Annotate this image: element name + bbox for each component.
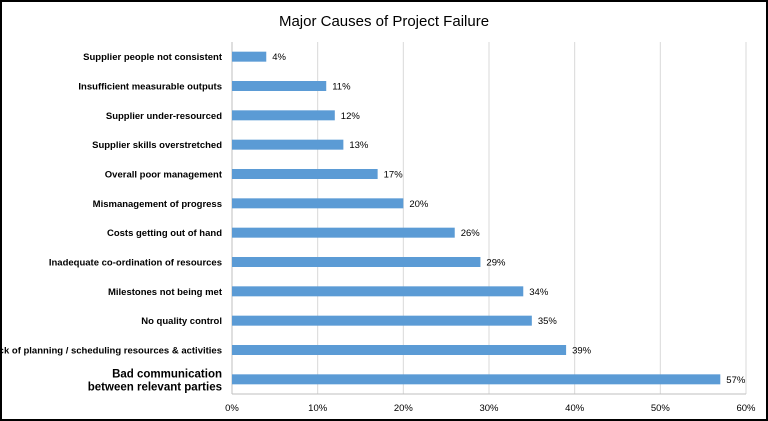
category-label: Milestones not being met xyxy=(108,287,223,298)
bar xyxy=(232,110,335,121)
chart-title: Major Causes of Project Failure xyxy=(279,13,489,30)
category-label: Supplier people not consistent xyxy=(83,52,223,63)
bar xyxy=(232,51,267,62)
bar xyxy=(232,81,327,91)
bar xyxy=(232,257,481,267)
bar xyxy=(232,198,404,209)
bar xyxy=(232,227,455,238)
bar xyxy=(232,374,721,385)
category-label: Supplier under-resourced xyxy=(106,111,222,122)
data-label: 4% xyxy=(272,52,286,63)
data-label: 17% xyxy=(384,170,404,181)
data-label: 13% xyxy=(349,140,369,151)
data-label: 11% xyxy=(332,82,351,93)
data-label: 57% xyxy=(726,375,746,386)
bar xyxy=(232,139,344,150)
x-tick-label: 0% xyxy=(225,403,239,414)
category-labels: Supplier people not consistent Insufficie… xyxy=(0,52,223,393)
bars: 4% 11% 12% 13% 17% 20% 26% 29% 34% 35% 39% 57% xyxy=(232,51,746,386)
data-label: 26% xyxy=(461,228,481,239)
data-label: 20% xyxy=(409,199,429,210)
bar xyxy=(232,169,378,179)
x-tick-labels: 0% 10% 20% 30% 40% 50% 60% xyxy=(225,403,756,414)
category-label: Insufficient measurable outputs xyxy=(78,82,222,93)
category-label: Supplier skills overstretched xyxy=(92,140,222,151)
x-tick-label: 40% xyxy=(565,403,585,414)
data-label: 39% xyxy=(572,346,592,357)
category-label: Mismanagement of progress xyxy=(93,199,222,210)
x-tick-label: 50% xyxy=(651,403,671,414)
x-tick-label: 60% xyxy=(736,403,756,414)
bar xyxy=(232,315,532,326)
grid-lines xyxy=(231,42,747,395)
data-label: 34% xyxy=(529,287,549,298)
data-label: 35% xyxy=(538,316,558,327)
category-label: Bad communication between relevant partie… xyxy=(88,368,222,393)
category-label: Costs getting out of hand xyxy=(107,228,222,239)
category-label: Lack of planning / scheduling resources … xyxy=(0,346,222,357)
bar xyxy=(232,286,524,297)
x-tick-label: 30% xyxy=(479,403,499,414)
category-label: Inadequate co-ordination of resources xyxy=(49,258,222,269)
data-label: 12% xyxy=(341,111,361,122)
x-tick-label: 20% xyxy=(394,403,414,414)
category-label: Overall poor management xyxy=(105,170,223,181)
x-tick-label: 10% xyxy=(308,403,328,414)
category-label: No quality control xyxy=(141,316,222,327)
bar xyxy=(232,345,567,355)
data-label: 29% xyxy=(486,258,506,269)
